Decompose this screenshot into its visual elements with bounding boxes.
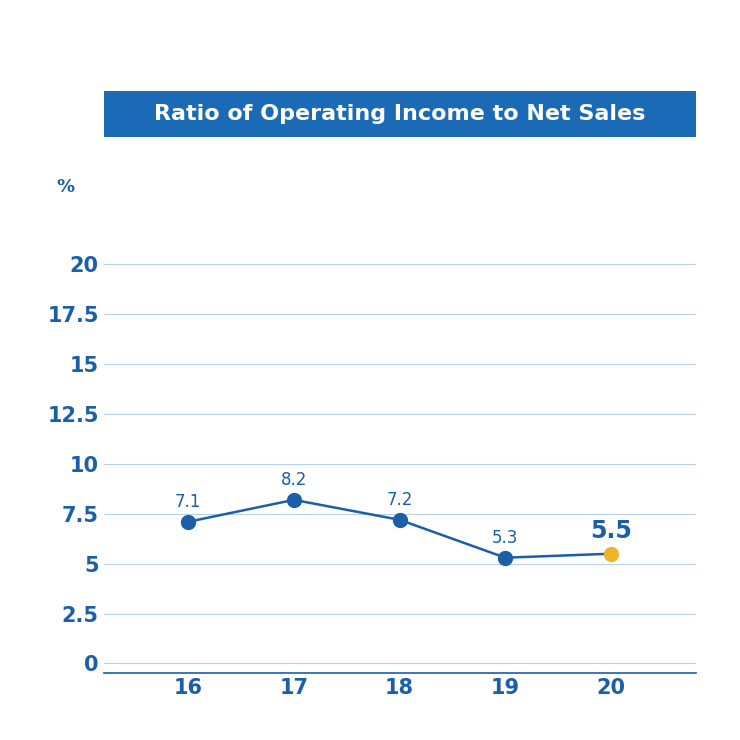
Text: 5.3: 5.3 — [492, 529, 519, 547]
Text: %: % — [56, 178, 74, 196]
Text: 8.2: 8.2 — [280, 471, 307, 489]
Text: Ratio of Operating Income to Net Sales: Ratio of Operating Income to Net Sales — [154, 104, 645, 124]
Text: 5.5: 5.5 — [590, 519, 632, 542]
Text: 7.2: 7.2 — [386, 491, 413, 509]
Text: 7.1: 7.1 — [175, 493, 201, 511]
